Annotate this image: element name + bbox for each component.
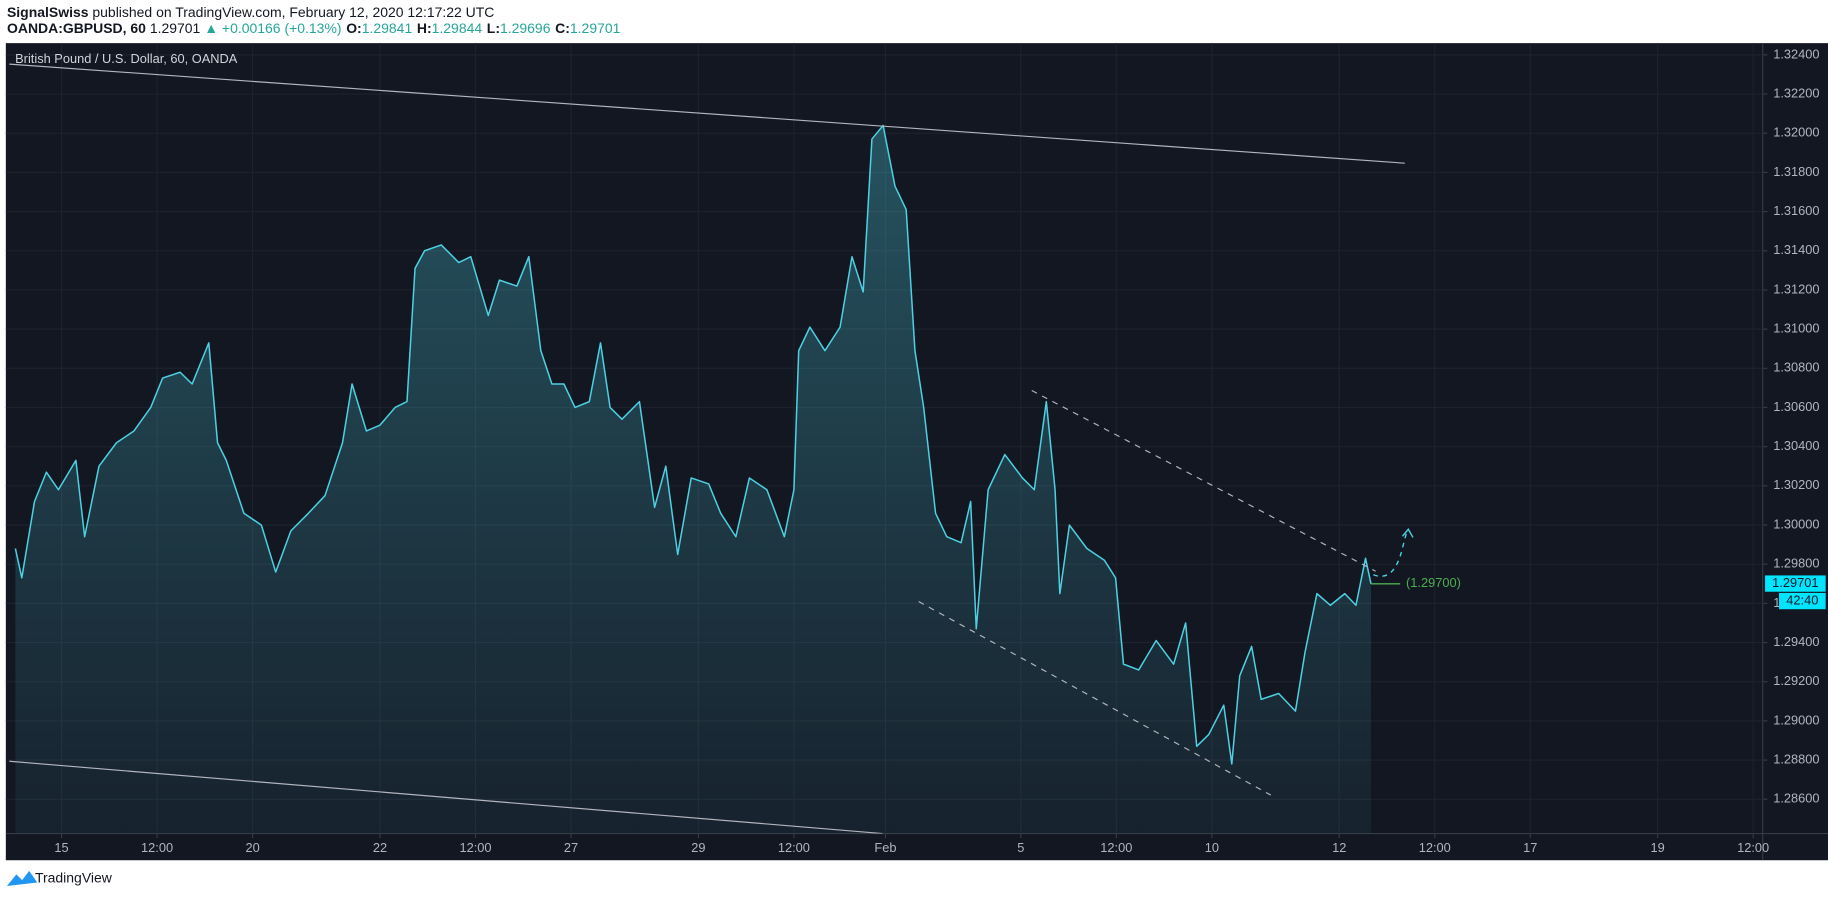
ohlc-label: H: — [417, 20, 432, 36]
price-tag-label: 1.29701 — [1772, 575, 1818, 590]
change: ▲ +0.00166 (+0.13%) — [204, 20, 341, 36]
y-tick-label: 1.30600 — [1773, 399, 1819, 414]
trend-line — [9, 63, 1405, 164]
trend-line — [9, 760, 883, 834]
y-tick-label: 1.29800 — [1773, 556, 1819, 571]
y-tick-label: 1.28600 — [1773, 791, 1819, 806]
x-tick-label: 15 — [54, 840, 68, 855]
y-tick-label: 1.32000 — [1773, 125, 1819, 140]
x-tick-label: 27 — [564, 840, 578, 855]
x-tick-label: 22 — [373, 840, 387, 855]
y-tick-label: 1.31000 — [1773, 321, 1819, 336]
y-tick-label: 1.30800 — [1773, 360, 1819, 375]
target-label: (1.29700) — [1406, 575, 1461, 590]
author: SignalSwiss — [7, 4, 89, 20]
y-tick-label: 1.28800 — [1773, 751, 1819, 766]
countdown: 42:40 — [1786, 592, 1818, 607]
ohlc-label: C: — [555, 20, 570, 36]
x-tick-label: 17 — [1523, 840, 1537, 855]
y-tick-label: 1.30400 — [1773, 438, 1819, 453]
drawings — [9, 63, 1414, 834]
projection — [1373, 530, 1408, 577]
last-price: 1.29701 — [150, 20, 201, 36]
chart-title: British Pound / U.S. Dollar, 60, OANDA — [15, 51, 238, 66]
y-tick-label: 1.29200 — [1773, 673, 1819, 688]
y-tick-label: 1.31200 — [1773, 281, 1819, 296]
ohlc-label: L: — [487, 20, 500, 36]
y-tick-label: 1.31600 — [1773, 203, 1819, 218]
header-line-2: OANDA:GBPUSD, 60 1.29701 ▲ +0.00166 (+0.… — [7, 20, 621, 36]
y-tick-label: 1.32200 — [1773, 85, 1819, 100]
x-tick-label: 12:00 — [1419, 840, 1451, 855]
x-tick-label: 12:00 — [1737, 840, 1769, 855]
x-tick-label: 12 — [1332, 840, 1346, 855]
ohlc-value: 1.29696 — [500, 20, 551, 36]
y-tick-label: 1.31400 — [1773, 242, 1819, 257]
y-tick-label: 1.29000 — [1773, 712, 1819, 727]
x-tick-label: 12:00 — [459, 840, 491, 855]
published: published on TradingView.com, February 1… — [92, 4, 494, 20]
footer — [0, 860, 1828, 898]
x-tick-label: 12:00 — [778, 840, 810, 855]
channel-line — [918, 601, 1272, 796]
ohlc-label: O: — [346, 20, 362, 36]
y-tick-label: 1.31800 — [1773, 164, 1819, 179]
ohlc-value: 1.29701 — [570, 20, 621, 36]
symbol: OANDA:GBPUSD, 60 — [7, 20, 146, 36]
x-tick-label: 5 — [1017, 840, 1024, 855]
y-tick-label: 1.30000 — [1773, 516, 1819, 531]
x-tick-label: 12:00 — [141, 840, 173, 855]
x-tick-label: 10 — [1205, 840, 1219, 855]
logo — [6, 870, 38, 886]
header-line-1: SignalSwiss published on TradingView.com… — [7, 4, 494, 20]
price-tag — [1765, 575, 1826, 592]
ohlc-value: 1.29844 — [432, 20, 483, 36]
y-tick-label: 1.32400 — [1773, 46, 1819, 61]
plot — [14, 124, 1372, 834]
projection-arrow — [1401, 528, 1414, 538]
x-tick-label: 19 — [1651, 840, 1665, 855]
y-tick-label: 1.29400 — [1773, 634, 1819, 649]
y-tick-label: 1.30200 — [1773, 477, 1819, 492]
footer-brand: TradingView — [35, 870, 113, 886]
countdown-box — [1779, 592, 1826, 610]
x-tick-label: 29 — [691, 840, 705, 855]
x-tick-label: 12:00 — [1100, 840, 1132, 855]
x-tick-label: Feb — [874, 840, 896, 855]
price-line — [14, 124, 1372, 765]
area-fill — [15, 125, 1371, 834]
ohlc-value: 1.29841 — [362, 20, 413, 36]
x-tick-label: 20 — [245, 840, 259, 855]
